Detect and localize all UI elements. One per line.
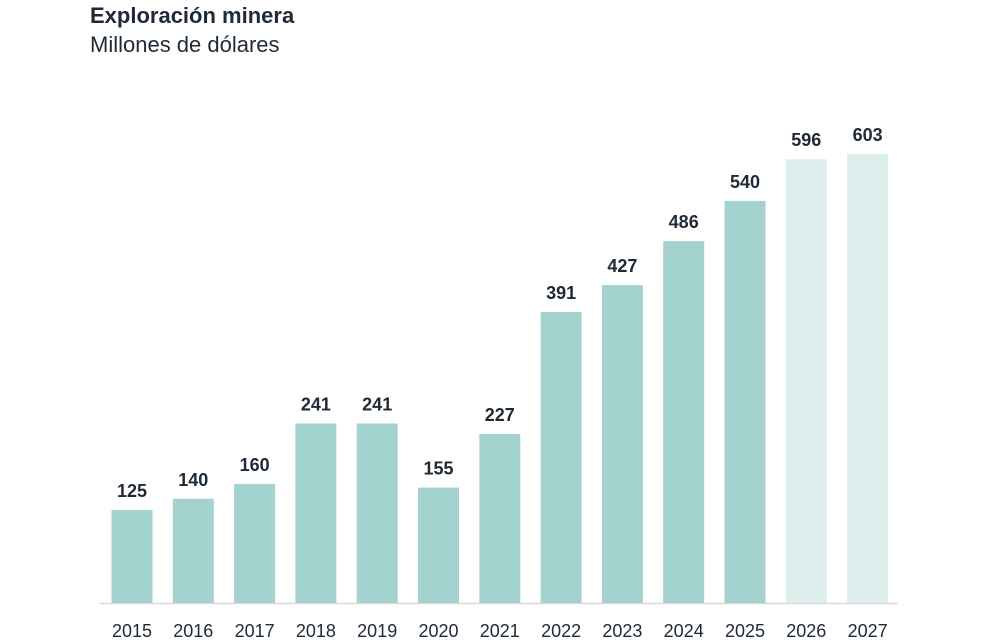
x-tick-label-2022: 2022 xyxy=(541,621,581,641)
value-labels-group: 125 140 160 241 241 155 227 391 427 486 540 596 603 xyxy=(117,125,883,501)
chart-subtitle: Millones de dólares xyxy=(90,32,280,57)
value-label-2024: 486 xyxy=(669,212,699,232)
bar-2016 xyxy=(172,498,214,603)
value-label-2016: 140 xyxy=(178,470,208,490)
x-tick-label-2027: 2027 xyxy=(848,621,888,641)
value-label-2022: 391 xyxy=(546,283,576,303)
value-label-2020: 155 xyxy=(423,459,453,479)
x-tick-label-2017: 2017 xyxy=(235,621,275,641)
bar-2026 xyxy=(785,159,827,603)
bar-2018 xyxy=(295,423,337,603)
bar-2024 xyxy=(663,241,705,603)
value-label-2021: 227 xyxy=(485,405,515,425)
value-label-2019: 241 xyxy=(362,395,392,415)
bar-2017 xyxy=(234,483,276,603)
bar-2020 xyxy=(418,487,459,603)
tick-labels-group: 2015 2016 2017 2018 2019 2020 2021 2022 2023 2024… xyxy=(112,621,888,641)
x-tick-label-2016: 2016 xyxy=(173,621,213,641)
x-tick-label-2015: 2015 xyxy=(112,621,152,641)
x-tick-label-2018: 2018 xyxy=(296,621,336,641)
value-label-2015: 125 xyxy=(117,481,147,501)
x-tick-label-2025: 2025 xyxy=(725,621,765,641)
value-label-2017: 160 xyxy=(240,455,270,475)
bar-2015 xyxy=(111,509,153,603)
value-label-2025: 540 xyxy=(730,172,760,192)
bar-2025 xyxy=(724,200,766,603)
value-label-2027: 603 xyxy=(853,125,883,145)
bar-2022 xyxy=(540,311,582,603)
x-tick-label-2019: 2019 xyxy=(357,621,397,641)
x-tick-label-2021: 2021 xyxy=(480,621,520,641)
bar-2021 xyxy=(479,434,521,603)
value-label-2018: 241 xyxy=(301,395,331,415)
bars-group xyxy=(111,154,889,603)
value-label-2023: 427 xyxy=(607,256,637,276)
bar-2027 xyxy=(847,154,889,603)
value-label-2026: 596 xyxy=(791,130,821,150)
x-tick-label-2023: 2023 xyxy=(602,621,642,641)
bar-2023 xyxy=(601,285,643,603)
x-tick-label-2020: 2020 xyxy=(418,621,458,641)
chart-title: Exploración minera xyxy=(90,3,295,28)
bar-2019 xyxy=(356,423,398,603)
x-tick-label-2024: 2024 xyxy=(664,621,704,641)
x-tick-label-2026: 2026 xyxy=(786,621,826,641)
